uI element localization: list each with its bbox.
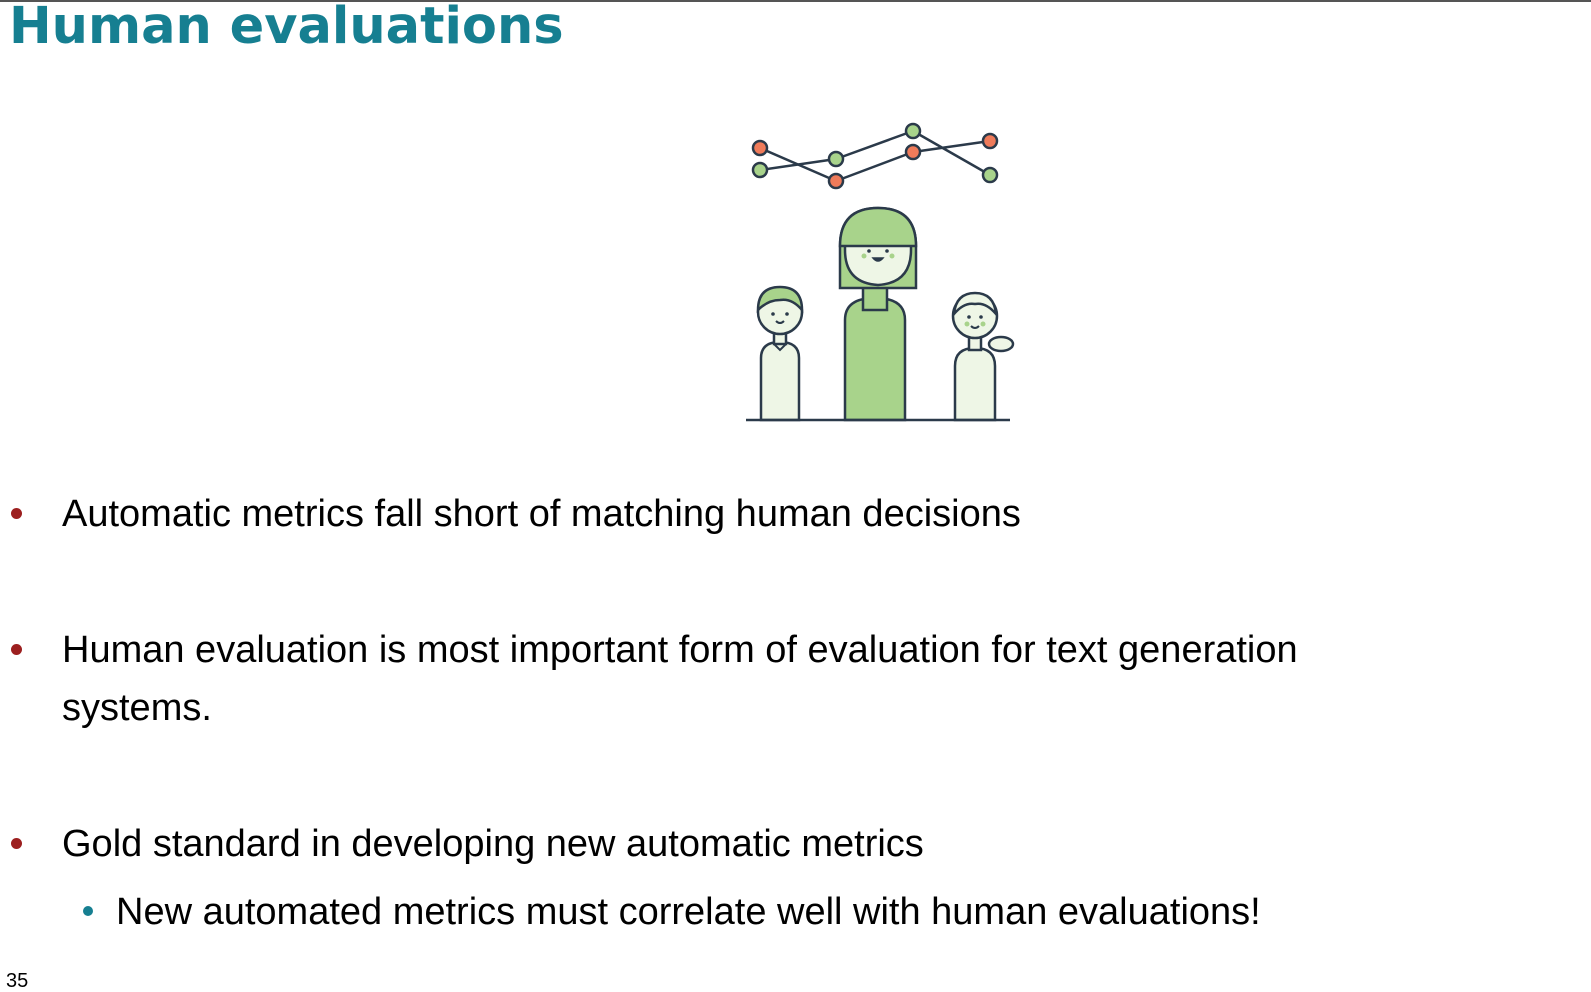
chart-point-icon — [751, 139, 769, 157]
line-chart-icon — [759, 129, 991, 183]
person-middle-icon — [838, 206, 918, 422]
sub-bullet-item-1: New automated metrics must correlate wel… — [116, 891, 1261, 933]
chart-point-icon — [981, 166, 999, 184]
chart-point-icon — [981, 132, 999, 150]
chart-point-icon — [904, 143, 922, 161]
person-left-icon — [756, 285, 804, 422]
chart-point-icon — [751, 161, 769, 179]
top-border-line — [0, 0, 1591, 2]
chart-point-icon — [827, 172, 845, 190]
chart-point-icon — [904, 122, 922, 140]
chart-point-icon — [827, 150, 845, 168]
people-chart-illustration — [718, 88, 1058, 433]
sub-bullet-marker — [83, 906, 93, 916]
page-number: 35 — [6, 970, 29, 992]
bullet-item-3: Gold standard in developing new automati… — [62, 823, 924, 865]
slide-title: Human evaluations — [9, 0, 564, 56]
bullet-marker — [11, 644, 22, 655]
person-right-icon — [951, 291, 1015, 422]
bullet-item-2-line-1: Human evaluation is most important form … — [62, 629, 1298, 671]
bullet-item-1: Automatic metrics fall short of matching… — [62, 493, 1021, 535]
bullet-item-2-line-2: systems. — [62, 687, 212, 729]
bullet-marker — [11, 838, 22, 849]
bullet-marker — [11, 508, 22, 519]
